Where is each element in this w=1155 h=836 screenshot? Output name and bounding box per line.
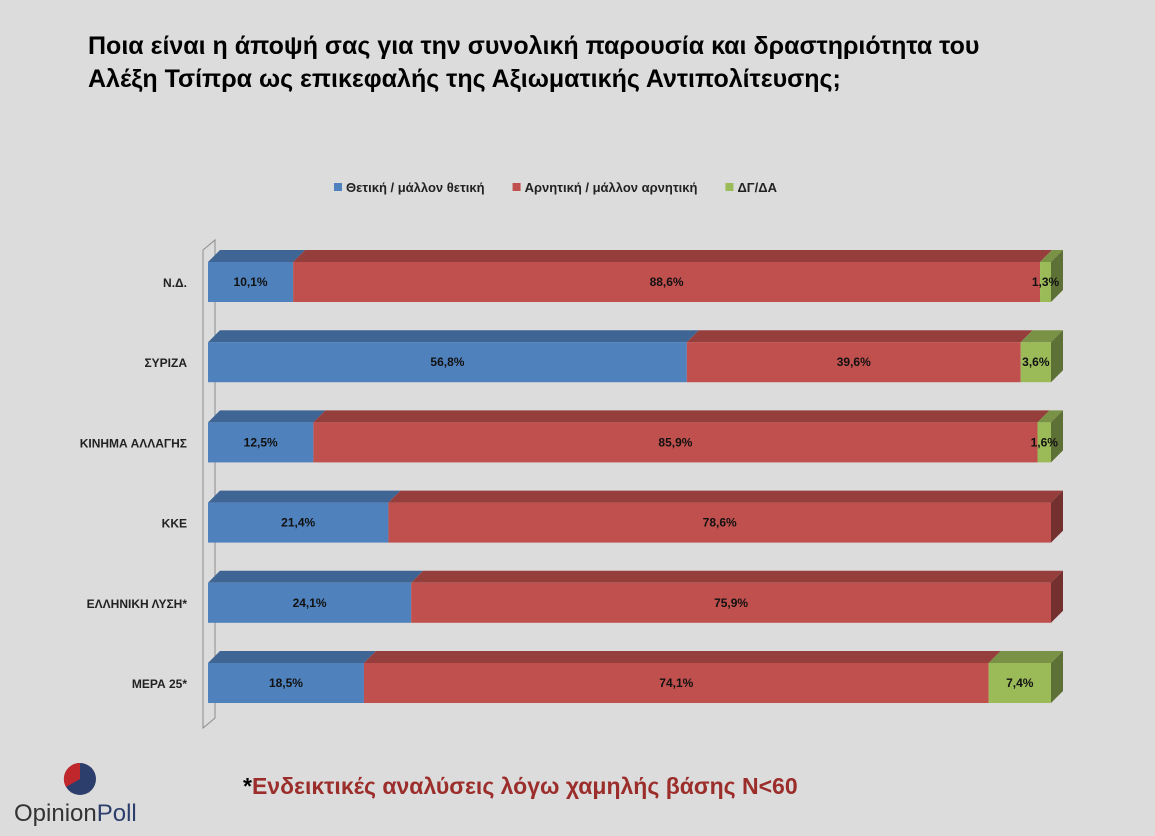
- legend-swatch-1: [334, 183, 342, 191]
- bar-segment: [686, 342, 1021, 383]
- opinion-poll-logo: OpinionPoll: [14, 760, 144, 830]
- bar-segment: [1037, 422, 1051, 463]
- logo-word-opinion: Opinion: [14, 800, 97, 827]
- bar-top-face: [208, 250, 306, 262]
- logo-circle-icon: [63, 762, 96, 795]
- bar-top-face: [686, 330, 1033, 343]
- data-label: 85,9%: [658, 435, 692, 449]
- chart-title: Ποια είναι η άποψή σας για την συνολική …: [88, 30, 1088, 96]
- bar-segment: [208, 422, 314, 463]
- bar-segment: [208, 502, 389, 543]
- bar-segment: [363, 663, 989, 703]
- bar-segment: [208, 342, 687, 383]
- bar-segment: [313, 422, 1038, 463]
- bar-top-face: [208, 490, 401, 503]
- footnote-text: Ενδεικτικές αναλύσεις λόγω χαμηλής βάσης…: [251, 773, 798, 799]
- chart-title-line-1: Ποια είναι η άποψή σας για την συνολική …: [88, 32, 980, 60]
- data-label: 21,4%: [281, 516, 315, 530]
- logo-wordmark: OpinionPoll: [14, 800, 137, 828]
- category-label: ΣΥΡΙΖΑ: [144, 356, 187, 370]
- category-label: ΕΛΛΗΝΙΚΗ ΛΥΣΗ*: [87, 597, 188, 611]
- data-label: 7,4%: [1006, 676, 1034, 690]
- category-label: ΚΙΝΗΜΑ ΑΛΛΑΓΗΣ: [80, 436, 187, 450]
- data-label: 1,3%: [1032, 275, 1060, 289]
- footnote: *Ενδεικτικές αναλύσεις λόγω χαμηλής βάση…: [243, 773, 798, 800]
- chart-title-line-2: Αλέξη Τσίπρα ως επικεφαλής της Αξιωματικ…: [88, 65, 841, 93]
- bar-segment: [208, 663, 364, 703]
- data-label: 74,1%: [659, 676, 693, 690]
- legend-swatch-3: [725, 183, 734, 191]
- data-label: 1,6%: [1031, 435, 1059, 449]
- chart-side-wall: [202, 238, 216, 730]
- bar-top-face: [388, 490, 1064, 503]
- bar-segment: [388, 502, 1052, 543]
- bar-side-face: [1051, 490, 1063, 543]
- legend-label-1: Θετική / μάλλον θετική: [346, 180, 485, 195]
- bar-top-face: [208, 330, 699, 343]
- bar-top-face: [363, 651, 1001, 663]
- data-label: 18,5%: [269, 676, 303, 690]
- bar-segment: [1020, 342, 1051, 383]
- bar-side-face: [1051, 570, 1063, 623]
- bar-side-face: [1051, 330, 1063, 383]
- bar-top-face: [208, 651, 376, 663]
- bar-top-face: [293, 250, 1053, 262]
- bar-top-face: [208, 410, 326, 423]
- bar-segment: [411, 582, 1052, 623]
- data-label: 75,9%: [714, 596, 748, 610]
- category-label: ΜΕΡΑ 25*: [132, 677, 187, 691]
- data-label: 78,6%: [703, 516, 737, 530]
- data-label: 3,6%: [1022, 355, 1050, 369]
- bar-top-face: [208, 570, 424, 583]
- bar-top-face: [1037, 410, 1063, 423]
- category-label: Ν.Δ.: [163, 276, 187, 290]
- bar-side-face: [1051, 651, 1063, 703]
- category-label: ΚΚΕ: [162, 517, 187, 531]
- data-label: 12,5%: [244, 435, 278, 449]
- legend-label-3: ΔΓ/ΔΑ: [737, 180, 777, 195]
- legend-swatch-2: [512, 183, 521, 191]
- bar-side-face: [1051, 250, 1063, 302]
- bar-segment: [1040, 262, 1051, 302]
- bar-segment: [208, 262, 294, 302]
- bar-segment: [988, 663, 1051, 703]
- bar-side-face: [1051, 410, 1063, 463]
- data-label: 39,6%: [837, 355, 871, 369]
- bar-top-face: [1020, 330, 1063, 343]
- legend-label-2: Αρνητική / μάλλον αρνητική: [525, 180, 698, 195]
- bar-top-face: [1040, 250, 1063, 262]
- logo-word-poll: Poll: [96, 800, 137, 827]
- bar-top-face: [313, 410, 1050, 423]
- bar-top-face: [988, 651, 1063, 663]
- data-label: 88,6%: [650, 275, 684, 289]
- data-label: 10,1%: [234, 275, 268, 289]
- data-label: 24,1%: [293, 596, 327, 610]
- bar-top-face: [411, 570, 1064, 583]
- bar-segment: [208, 582, 412, 623]
- footnote-star: *: [243, 773, 252, 799]
- data-label: 56,8%: [430, 355, 464, 369]
- bar-segment: [293, 262, 1041, 302]
